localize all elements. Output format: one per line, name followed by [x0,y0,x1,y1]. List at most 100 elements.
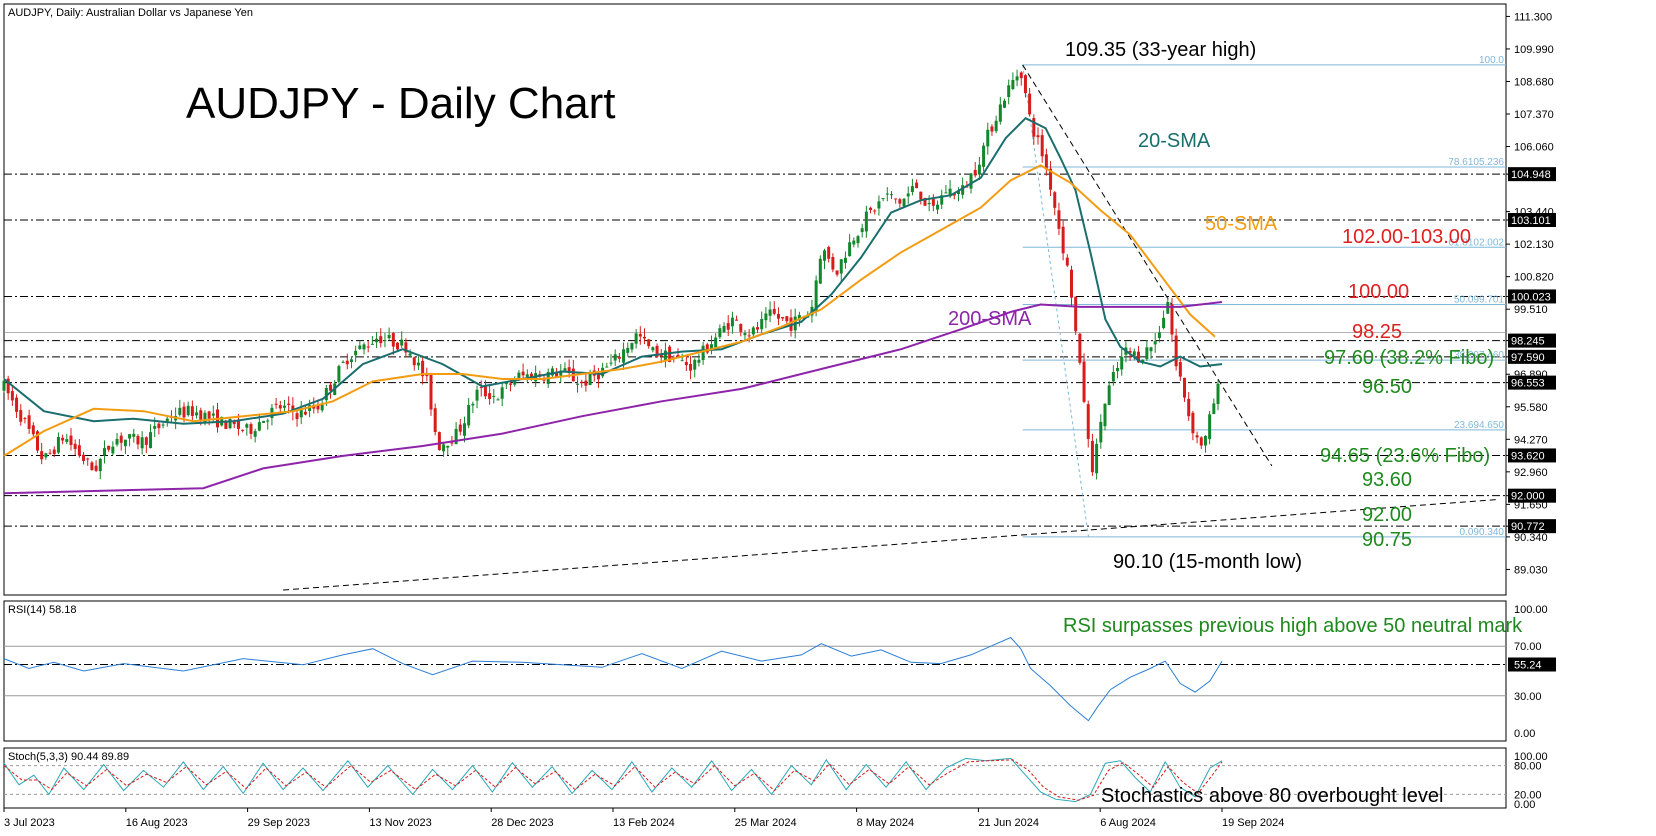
annotation-200-sma: 200-SMA [948,308,1032,330]
candle-body [760,318,764,330]
candle-body [647,339,651,347]
candle-body [241,429,245,431]
candle-body [517,372,521,379]
candle-body [1208,414,1212,440]
rsi-label: RSI(14) 58.18 [8,604,76,616]
candle-body [827,247,831,259]
stoch-axis-label: 100.00 [1514,751,1548,763]
rsi-line [3,636,1223,722]
candle-body [818,258,822,284]
candle-body [676,355,680,357]
price-axis-highlight [1508,375,1556,390]
candle-body [1212,403,1216,415]
candle-body [856,236,860,244]
rsi-axis-label: 55.24 [1514,660,1542,672]
rsi-axis-highlight [1508,657,1556,672]
candle-body [931,199,935,206]
candle-body [973,169,977,176]
fibo-level-label: 0.090.340 [1460,527,1505,538]
candle-body [1111,371,1115,382]
candle-body [885,193,889,195]
candle-body [869,207,873,211]
candle-body [617,356,621,359]
candle-body [123,439,127,447]
candle-body [998,104,1002,122]
price-axis-label: 97.590 [1511,352,1545,364]
candle-body [873,210,877,212]
candle-body [211,413,215,416]
candle-body [580,381,584,384]
price-axis-highlight [1508,349,1556,364]
price-axis-highlight [1508,519,1556,534]
candle-body [1065,257,1069,266]
candle-body [609,362,613,364]
candle-body [596,374,600,380]
candle-body [119,435,123,443]
candle-body [257,422,261,431]
candle-body [245,424,249,428]
sma-20-line [3,116,1223,425]
candle-body [421,360,425,377]
candle-body [714,337,718,348]
price-panel[interactable] [3,3,1507,596]
candle-body [877,201,881,209]
candle-body [1078,333,1082,363]
stoch-panel[interactable] [3,747,1507,809]
candle-body [864,211,868,232]
candle-body [961,185,965,195]
candle-body [525,374,529,377]
trendline [283,498,1500,591]
candle-body [894,198,898,200]
price-axis-highlight [1508,488,1556,503]
candle-body [178,407,182,415]
candle-body [278,405,282,409]
candle-body [1032,118,1036,137]
candle-body [408,353,412,356]
candle-body [140,437,144,449]
fibo-level-label: 61.8102.002 [1448,237,1504,248]
price-axis-label: 92.960 [1514,467,1548,479]
candle-body [1187,398,1191,417]
candle-body [1162,317,1166,329]
price-axis-label: 95.580 [1514,402,1548,414]
price-axis-label: 91.650 [1514,499,1548,511]
candle-body [274,403,278,405]
candle-body [513,380,517,385]
candle-body [1061,226,1065,254]
time-axis-label: 13 Nov 2023 [369,817,431,829]
candle-body [40,451,44,460]
candle-body [207,411,211,419]
candle-body [479,387,483,389]
rsi-axis-label: 100.00 [1514,604,1548,616]
candle-body [781,317,785,319]
candle-body [969,173,973,189]
candle-body [379,336,383,344]
candle-body [1170,304,1174,335]
candle-body [1082,361,1086,402]
candle-body [1040,135,1044,157]
candle-body [387,334,391,339]
candle-body [948,188,952,197]
candle-body [1174,335,1178,367]
candle-body [433,408,437,433]
rsi-panel[interactable] [3,600,1507,742]
stoch-annotation: Stochastics above 80 overbought level [1101,785,1443,807]
candle-body [199,410,203,421]
candle-body [977,164,981,175]
candle-body [396,342,400,350]
candle-body [1003,100,1007,108]
price-axis-label: 108.680 [1514,76,1554,88]
candle-body [144,437,148,445]
candle-body [990,126,994,132]
candle-body [726,323,730,330]
candle-body [709,344,713,350]
candle-body [936,204,940,210]
candle-body [605,366,609,368]
candle-body [6,378,10,394]
candle-body [881,198,885,200]
time-axis-label: 29 Sep 2023 [248,817,310,829]
annotation-100: 100.00 [1348,281,1409,303]
candle-body [923,197,927,206]
candle-body [366,346,370,348]
candle-body [107,445,111,450]
